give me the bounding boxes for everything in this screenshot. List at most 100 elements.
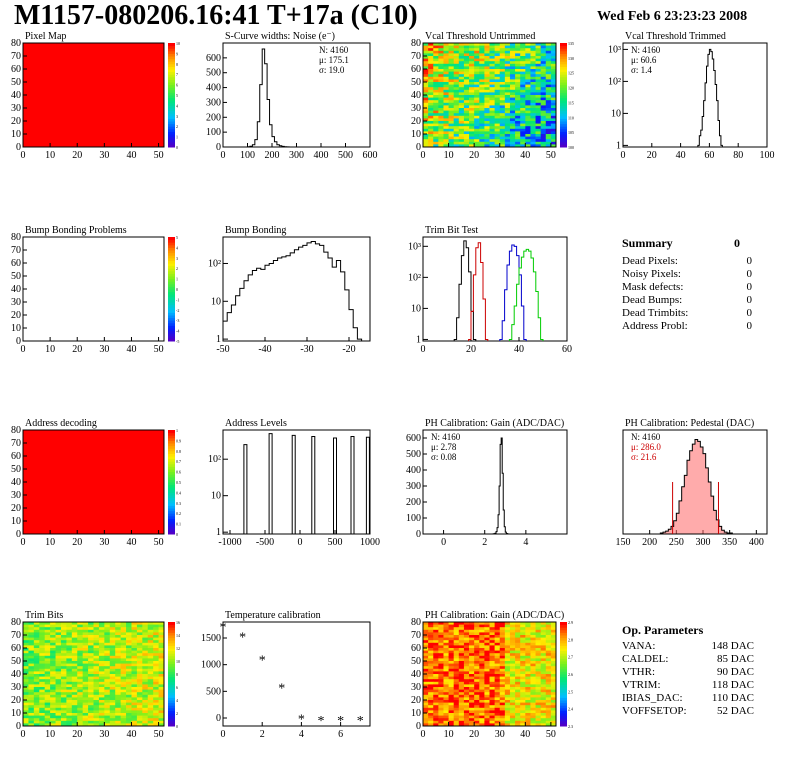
color-bar-segment [168,268,175,272]
color-bar-segment [168,637,175,641]
color-bar-segment [168,437,175,441]
heatmap-cell [474,136,480,140]
heatmap-cell [494,126,501,130]
color-bar-segment [560,45,567,49]
heatmap-cell [550,632,557,636]
heatmap-cell [530,87,536,91]
heatmap-cell [23,671,29,675]
heatmap-cell [509,113,516,117]
heatmap-cell [423,723,429,727]
heatmap-cell [525,102,531,106]
heatmap-cell [520,663,526,667]
heatmap-cell [525,126,531,130]
heatmap-cell [489,79,496,83]
heatmap-cell [494,653,501,657]
heatmap-cell [499,69,506,72]
stats-line: μ: 175.1 [319,55,349,65]
heatmap-cell [520,74,526,78]
heatmap-cell [126,671,132,675]
heatmap-cell [98,723,105,727]
heatmap-cell [504,92,511,96]
heatmap-cell [515,648,521,651]
heatmap-cell [504,74,511,78]
heatmap-cell [479,710,485,714]
heatmap-cell [131,707,138,711]
heatmap-cell [469,126,475,130]
heatmap-cell [489,126,496,130]
heatmap-cell [504,95,511,98]
heatmap-cell [28,632,35,636]
heatmap-cell [448,50,455,54]
heatmap-cell [530,648,536,651]
heatmap-cell [520,63,526,67]
heatmap-cell [120,671,127,675]
heatmap-cell [494,692,501,696]
x-tick-label: 40 [126,729,136,740]
heatmap-cell [463,95,470,98]
heatmap-cell [136,658,143,662]
heatmap-cell [479,676,485,680]
heatmap-cell [23,666,29,670]
heatmap-cell [423,640,429,644]
heatmap-cell [530,108,536,111]
heatmap-cell [550,648,557,651]
heatmap-cell [50,663,56,667]
heatmap-cell [104,632,111,636]
heatmap-cell [60,718,67,722]
heatmap-cell [550,110,557,114]
heatmap-cell [520,82,526,85]
heatmap-cell [469,694,475,698]
color-bar-segment [168,333,175,337]
y-tick-label: 30 [11,103,21,114]
heatmap-cell [484,702,490,706]
heatmap-cell [550,645,557,649]
heatmap-cell [479,113,485,117]
heatmap-cell [520,720,526,724]
heatmap-cell [443,144,449,148]
y-tick-label: 50 [11,77,21,88]
heatmap-cell [499,629,506,633]
heatmap-cell [28,679,35,683]
heatmap-cell [484,110,490,114]
heatmap-cell [535,666,542,670]
color-bar-label: 3 [176,114,178,119]
heatmap-cell [458,128,465,132]
heatmap-cell [550,640,557,644]
color-bar-segment [560,74,567,78]
address-level-peak [333,437,337,534]
heatmap-cell [535,650,542,654]
heatmap-cell [489,113,496,117]
heatmap-cell [158,692,165,696]
heatmap-cell [535,718,542,722]
color-bar-label: 105 [568,130,574,135]
heatmap-cell [448,136,455,140]
heatmap-cell [88,694,94,698]
heatmap-cell [474,637,480,641]
heatmap-cell [423,45,429,49]
heatmap-cell [509,121,516,124]
heatmap-cell [104,655,111,659]
heatmap-cell [520,653,526,657]
heatmap-cell [71,692,78,696]
x-tick-label: 40 [520,150,530,161]
x-tick-label: 40 [126,537,136,548]
color-bar-segment [168,304,175,308]
heatmap-cell [530,666,536,670]
heatmap-cell [448,108,455,111]
heatmap-cell [474,123,480,127]
color-bar-segment [168,53,175,57]
heatmap-cell [147,650,154,654]
color-bar-segment [168,97,175,101]
heatmap-cell [50,715,56,719]
x-tick-label: -40 [258,344,271,355]
heatmap-cell [23,658,29,662]
heatmap-cell [453,637,460,641]
heatmap-cell [499,92,506,96]
heatmap-cell [448,139,455,143]
heatmap-cell [93,720,100,724]
heatmap-cell [499,627,506,631]
heatmap-cell [158,663,165,667]
heatmap-cell [530,674,536,677]
heatmap-cell [82,648,89,651]
